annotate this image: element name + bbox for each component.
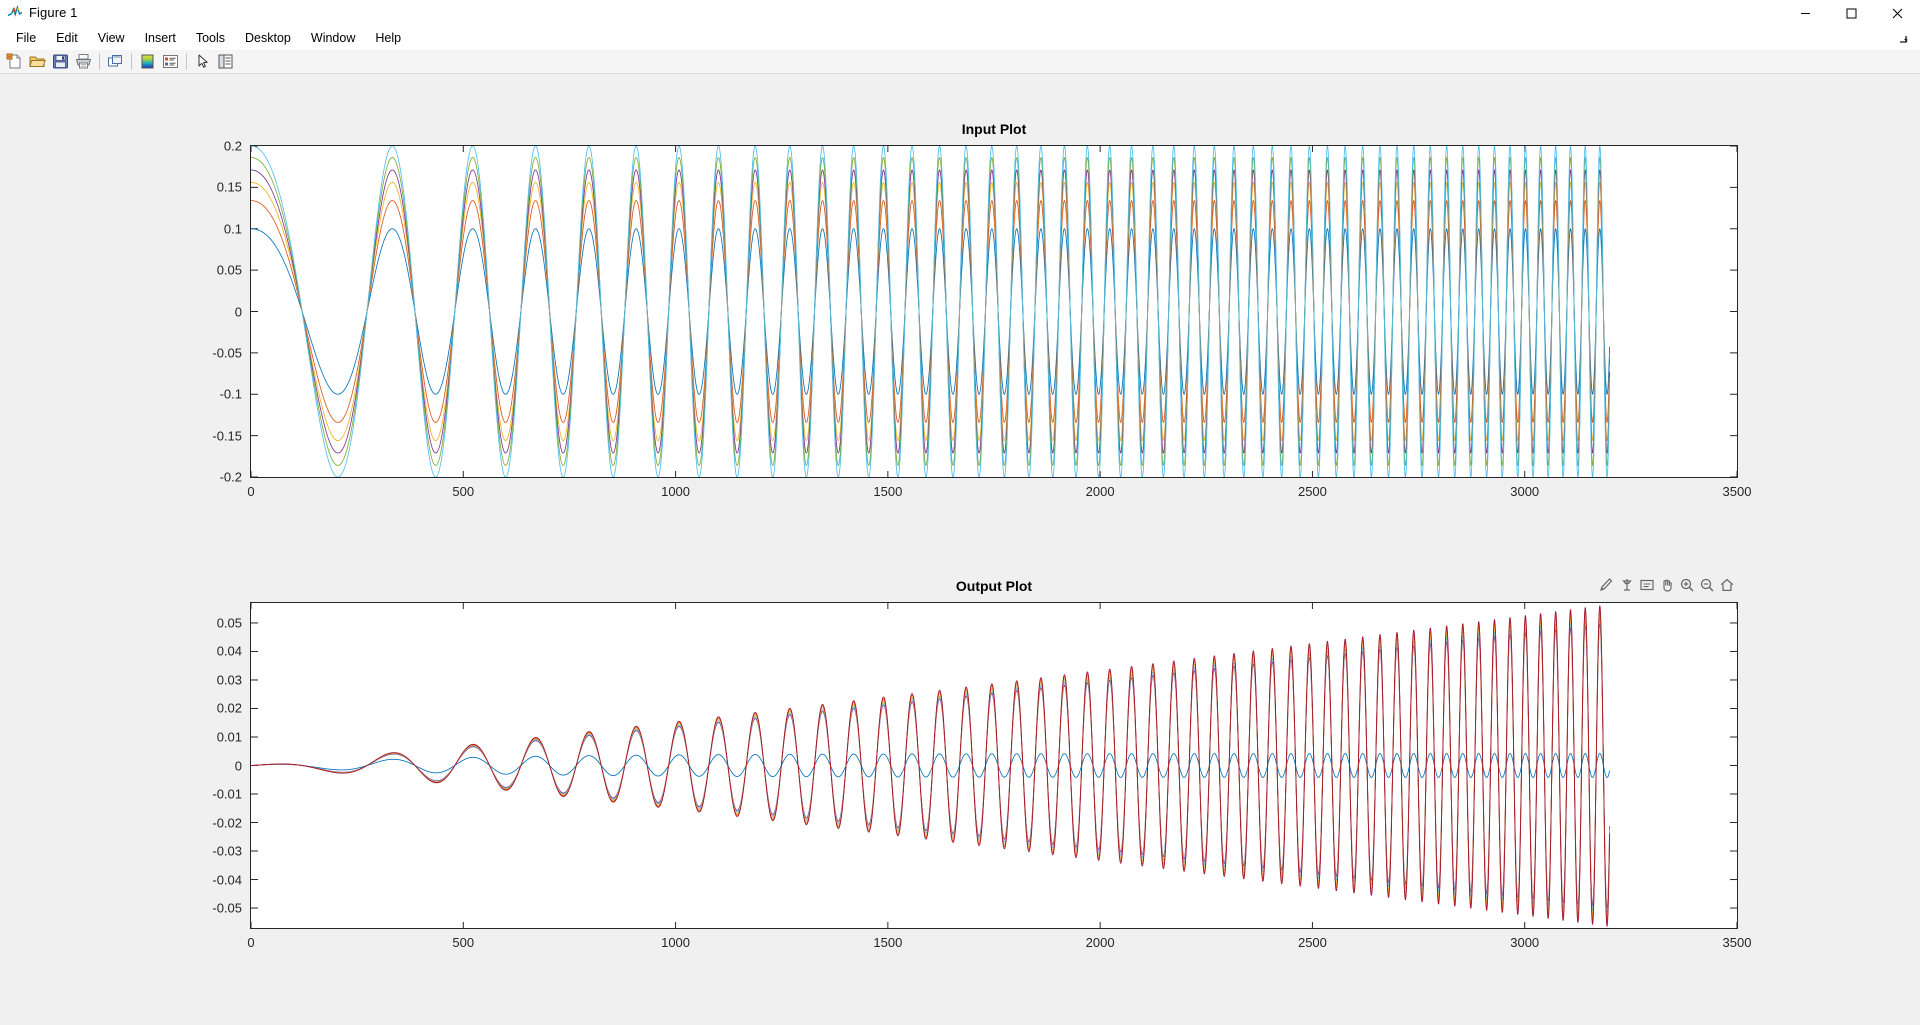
y-tick-label: 0.15 — [172, 180, 242, 195]
insert-colorbar-button[interactable] — [136, 51, 159, 73]
x-tick-label: 1000 — [661, 484, 690, 499]
y-tick-label: 0.04 — [172, 644, 242, 659]
plot-line-signal-6 — [251, 146, 1610, 477]
menu-file[interactable]: File — [6, 28, 46, 49]
y-tick-label: -0.02 — [172, 815, 242, 830]
y-tick-label: 0.2 — [172, 139, 242, 154]
x-tick-label: 1000 — [661, 935, 690, 950]
property-inspector-button[interactable] — [214, 51, 237, 73]
toolbar-separator-1b — [131, 53, 132, 70]
data-tip-icon[interactable] — [1618, 576, 1636, 594]
legend-box-icon[interactable] — [1638, 576, 1656, 594]
output-plot-axes: Output Plot -0.05 -0.04 -0.03 -0.02 -0.01 0 0.… — [250, 602, 1738, 929]
new-figure-button[interactable] — [3, 51, 26, 73]
close-button[interactable] — [1874, 0, 1920, 26]
input-plot-box[interactable] — [250, 145, 1738, 478]
y-tick-label: 0.03 — [172, 672, 242, 687]
x-tick-label: 3000 — [1510, 935, 1539, 950]
x-tick-label: 2000 — [1086, 935, 1115, 950]
window-resize-grip[interactable] — [1898, 32, 1910, 44]
y-tick-label: -0.01 — [172, 787, 242, 802]
x-tick-label: 3500 — [1723, 935, 1752, 950]
save-figure-button[interactable] — [49, 51, 72, 73]
x-tick-label: 2000 — [1086, 484, 1115, 499]
plot-line-response-6 — [251, 606, 1610, 926]
toolbar-separator-2 — [186, 53, 187, 70]
y-tick-label: 0.01 — [172, 729, 242, 744]
y-tick-label: -0.03 — [172, 844, 242, 859]
insert-legend-button[interactable] — [159, 51, 182, 73]
pan-hand-icon[interactable] — [1658, 576, 1676, 594]
print-figure-button[interactable] — [72, 51, 95, 73]
output-plot-title: Output Plot — [250, 578, 1738, 594]
minimize-button[interactable] — [1782, 0, 1828, 26]
menu-window[interactable]: Window — [301, 28, 365, 49]
menu-desktop[interactable]: Desktop — [235, 28, 301, 49]
y-tick-label: 0.02 — [172, 701, 242, 716]
axes-interaction-toolbar — [1598, 576, 1736, 594]
figure-toolbar — [0, 50, 1920, 74]
figure-canvas: Input Plot -0.2 -0.15 -0.1 -0.05 0 0.05 0.1 0.1… — [0, 74, 1920, 1025]
y-tick-label: 0 — [172, 758, 242, 773]
menu-help[interactable]: Help — [365, 28, 411, 49]
output-plot-box[interactable] — [250, 602, 1738, 929]
brush-icon[interactable] — [1598, 576, 1616, 594]
y-tick-label: -0.2 — [172, 470, 242, 485]
x-tick-label: 1500 — [873, 484, 902, 499]
x-tick-label: 500 — [452, 935, 474, 950]
x-tick-label: 0 — [247, 484, 254, 499]
input-plot-lines — [251, 146, 1737, 477]
y-tick-label: -0.05 — [172, 345, 242, 360]
menu-insert[interactable]: Insert — [135, 28, 186, 49]
x-tick-label: 3000 — [1510, 484, 1539, 499]
open-file-button[interactable] — [26, 51, 49, 73]
link-plot-button[interactable] — [104, 51, 127, 73]
x-tick-label: 3500 — [1723, 484, 1752, 499]
y-tick-label: 0.1 — [172, 221, 242, 236]
window-title: Figure 1 — [29, 0, 78, 26]
x-tick-label: 2500 — [1298, 935, 1327, 950]
y-tick-label: 0.05 — [172, 615, 242, 630]
y-tick-label: -0.15 — [172, 428, 242, 443]
toolbar-separator-1 — [99, 53, 100, 70]
x-tick-label: 2500 — [1298, 484, 1327, 499]
input-plot-title: Input Plot — [250, 121, 1738, 137]
y-tick-label: 0.05 — [172, 263, 242, 278]
matlab-figure-icon — [7, 5, 23, 21]
menu-edit[interactable]: Edit — [46, 28, 88, 49]
x-tick-label: 500 — [452, 484, 474, 499]
maximize-button[interactable] — [1828, 0, 1874, 26]
menu-tools[interactable]: Tools — [186, 28, 235, 49]
x-tick-label: 0 — [247, 935, 254, 950]
output-plot-lines — [251, 603, 1737, 928]
menu-view[interactable]: View — [88, 28, 135, 49]
menubar: File Edit View Insert Tools Desktop Wind… — [0, 26, 1920, 50]
x-tick-label: 1500 — [873, 935, 902, 950]
y-tick-label: -0.1 — [172, 387, 242, 402]
edit-plot-button[interactable] — [191, 51, 214, 73]
y-tick-label: 0 — [172, 304, 242, 319]
home-icon[interactable] — [1718, 576, 1736, 594]
y-tick-label: -0.05 — [172, 901, 242, 916]
zoom-out-icon[interactable] — [1698, 576, 1716, 594]
input-plot-axes: Input Plot -0.2 -0.15 -0.1 -0.05 0 0.05 0.1 0.1… — [250, 145, 1738, 478]
zoom-in-icon[interactable] — [1678, 576, 1696, 594]
window-titlebar: Figure 1 — [0, 0, 1920, 26]
y-tick-label: -0.04 — [172, 872, 242, 887]
